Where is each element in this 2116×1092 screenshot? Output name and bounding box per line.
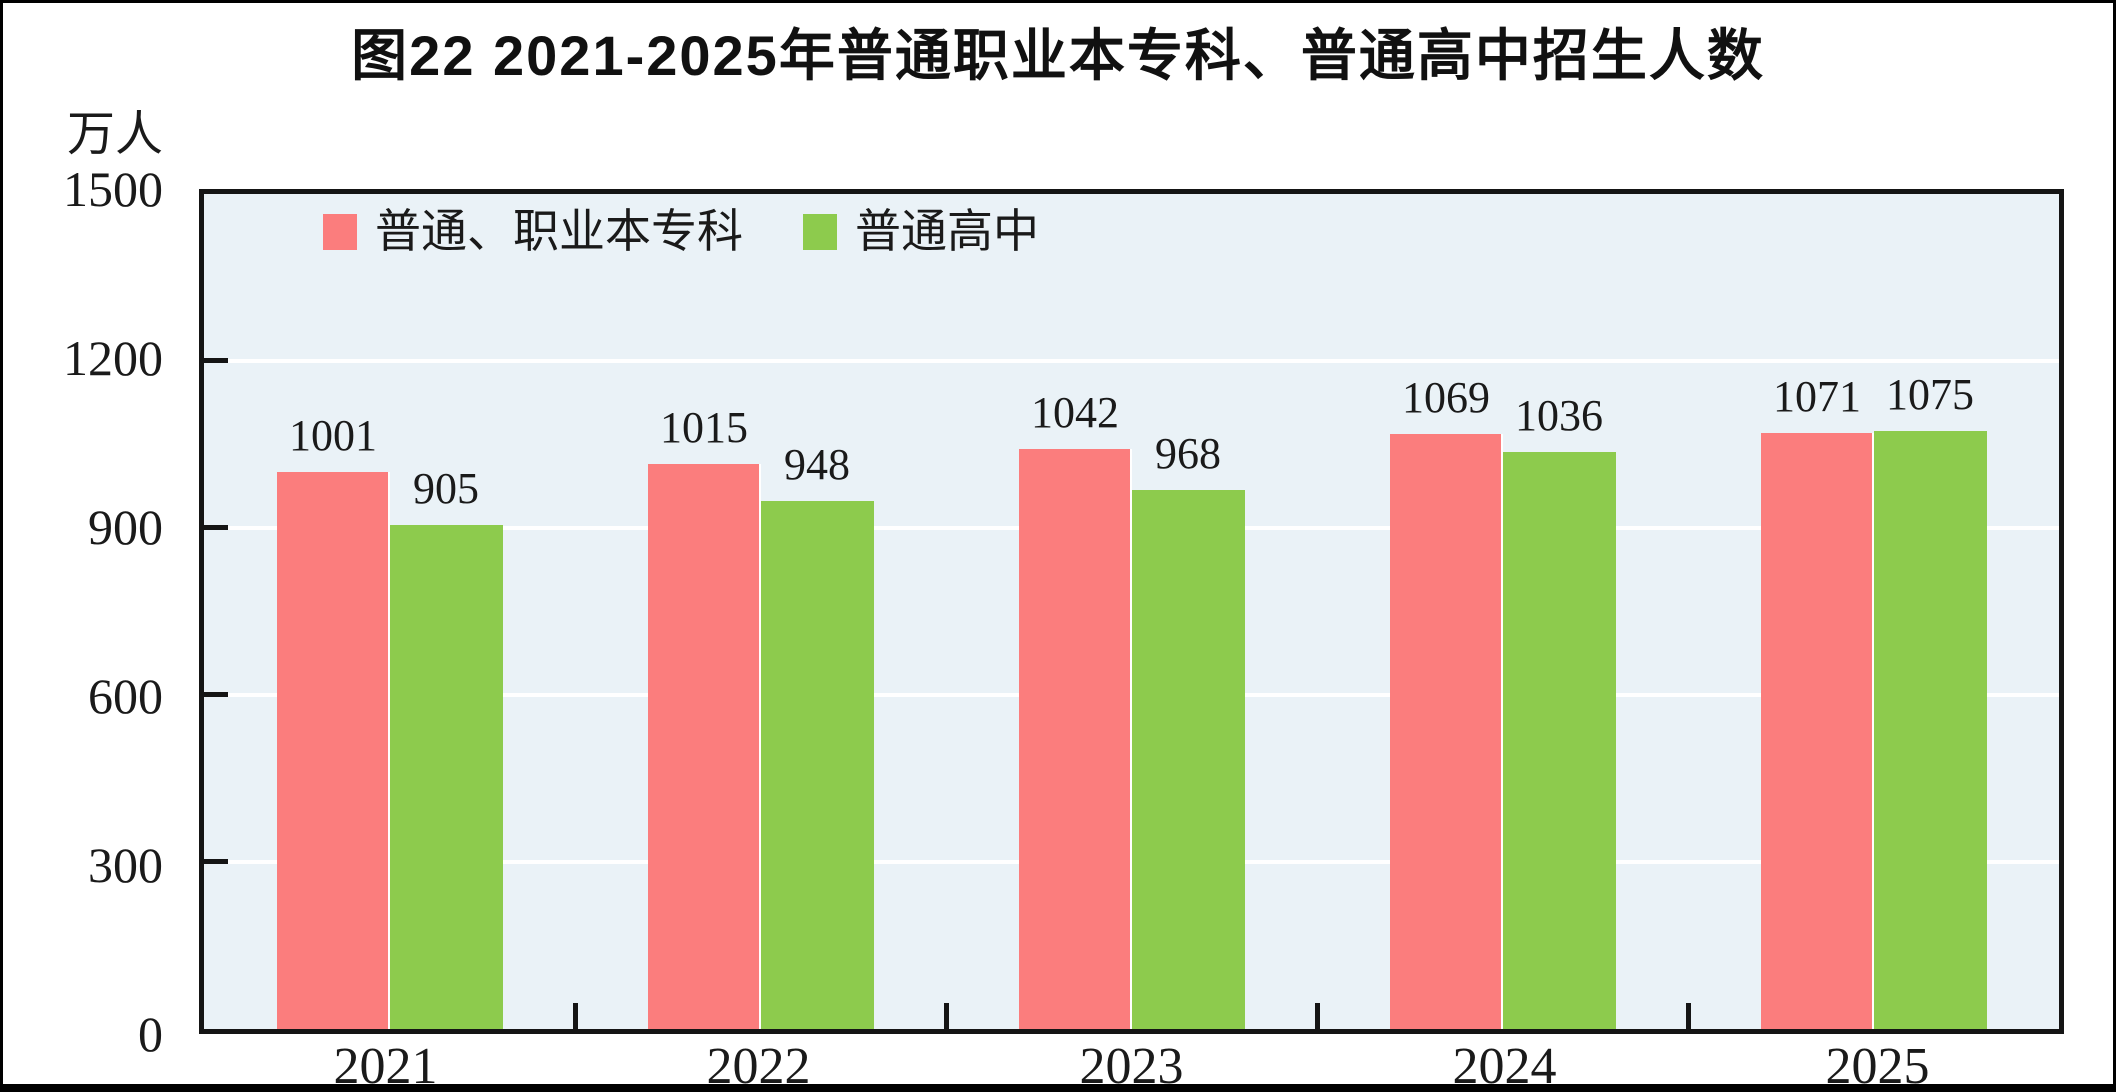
x-category-label: 2023: [1079, 1038, 1184, 1092]
bar-value-label: 1001: [289, 410, 377, 460]
bar-column: 1015: [647, 194, 761, 1029]
x-category-label: 2022: [706, 1038, 811, 1092]
bar-value-label: 1075: [1886, 369, 1974, 419]
legend-item-benzhuanke: 普通、职业本专科: [323, 209, 743, 255]
bar-column: 1069: [1389, 194, 1503, 1029]
gridline: [204, 359, 2059, 363]
legend-swatch-1: [803, 214, 837, 250]
bar-column: 948: [760, 194, 874, 1029]
bar-benzhuanke: [276, 471, 390, 1029]
y-tick-label: 1200: [63, 330, 163, 386]
bar-gaozhong: [1873, 430, 1987, 1029]
y-axis-labels: 0 300 600 900 1200 1500: [3, 164, 163, 1059]
x-category-label: 2024: [1452, 1038, 1557, 1092]
bar-benzhuanke: [1018, 448, 1132, 1029]
y-tick-label: 0: [138, 1006, 163, 1062]
chart-title: 图22 2021-2025年普通职业本专科、普通高中招生人数: [351, 24, 1765, 87]
legend-label-benzhuanke: 普通、职业本专科: [375, 206, 743, 257]
bar-value-label: 1071: [1773, 371, 1861, 421]
bar-value-label: 968: [1155, 429, 1221, 479]
bar-column: 968: [1131, 194, 1245, 1029]
bar-benzhuanke: [1389, 433, 1503, 1029]
bar-group: 1069 1036: [1317, 194, 1688, 1029]
x-category-label: 2025: [1825, 1038, 1930, 1092]
bar-column: 1071: [1760, 194, 1874, 1029]
x-tick: [944, 1003, 949, 1029]
bar-gaozhong: [760, 501, 874, 1029]
bar-column: 1042: [1018, 194, 1132, 1029]
bar-group: 1042 968: [946, 194, 1317, 1029]
bar-group: 1015 948: [575, 194, 946, 1029]
bar-group: 1001 905: [204, 194, 575, 1029]
bar-column: 1036: [1502, 194, 1616, 1029]
bar-column: 1075: [1873, 194, 1987, 1029]
y-axis-unit-label: 万人: [66, 108, 163, 161]
x-tick: [1315, 1003, 1320, 1029]
y-tick-label: 300: [88, 837, 163, 893]
y-tick-label: 1500: [63, 161, 163, 217]
bar-column: 1001: [276, 194, 390, 1029]
x-tick: [1686, 1003, 1691, 1029]
bar-gaozhong: [389, 525, 503, 1029]
bar-value-label: 1036: [1515, 391, 1603, 441]
bar-value-label: 1069: [1402, 372, 1490, 422]
bar-group: 1071 1075: [1688, 194, 2059, 1029]
y-tick: [204, 358, 228, 363]
bar-value-label: 905: [413, 464, 479, 514]
bar-value-label: 1042: [1031, 387, 1119, 437]
bar-benzhuanke: [647, 463, 761, 1029]
legend-label-gaozhong: 普通高中: [855, 206, 1039, 257]
plot-area: 1001 905 1015 948 1042 968 1069 1036 1071 1075: [199, 189, 2064, 1034]
x-category-label: 2021: [333, 1038, 438, 1092]
bar-column: 905: [389, 194, 503, 1029]
x-axis-labels: 2021 2022 2023 2024 2025: [199, 1038, 2064, 1092]
bar-gaozhong: [1502, 452, 1616, 1029]
y-tick: [204, 859, 228, 864]
bar-value-label: 1015: [660, 402, 748, 452]
x-tick: [573, 1003, 578, 1029]
y-tick: [204, 525, 228, 530]
legend-item-gaozhong: 普通高中: [803, 209, 1039, 255]
y-tick: [204, 692, 228, 697]
bar-value-label: 948: [784, 440, 850, 490]
y-tick-label: 600: [88, 668, 163, 724]
bar-gaozhong: [1131, 490, 1245, 1029]
legend: 普通、职业本专科 普通高中: [323, 209, 1039, 255]
legend-swatch-0: [323, 214, 357, 250]
bar-benzhuanke: [1760, 432, 1874, 1029]
y-tick-label: 900: [88, 499, 163, 555]
bar-groups: 1001 905 1015 948 1042 968 1069 1036 1071 1075: [204, 194, 2059, 1029]
